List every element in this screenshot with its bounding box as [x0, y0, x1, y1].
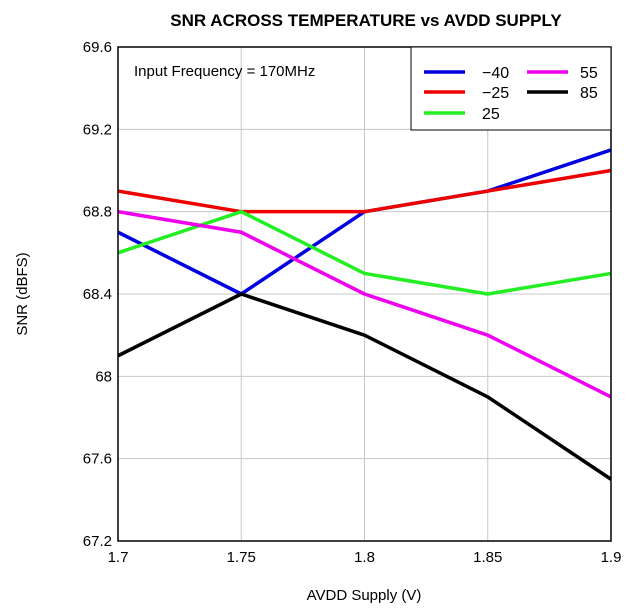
x-tick-label-2: 1.8 [354, 549, 375, 566]
y-tick-label-0: 69.6 [83, 39, 112, 56]
annotation: Input Frequency = 170MHz [134, 63, 315, 80]
x-tick-labels: 1.7 1.75 1.8 1.85 1.9 [108, 549, 622, 566]
y-tick-label-6: 67.2 [83, 533, 112, 550]
x-tick-label-0: 1.7 [108, 549, 129, 566]
y-tick-labels: 69.6 69.2 68.8 68.4 68 67.6 67.2 [83, 39, 112, 550]
series-line-3 [117, 209, 612, 399]
legend-label-1: −25 [482, 85, 509, 102]
y-tick-label-1: 69.2 [83, 121, 112, 138]
legend-box [410, 46, 612, 131]
series-line-4 [117, 292, 612, 481]
legend-label-2: 25 [482, 106, 500, 123]
y-tick-label-4: 68 [95, 368, 112, 385]
legend-label-3: 55 [580, 65, 598, 82]
legend-label-4: 85 [580, 85, 598, 102]
x-tick-label-1: 1.75 [227, 549, 256, 566]
plot-frame [117, 46, 612, 542]
x-axis-title: AVDD Supply (V) [307, 587, 422, 604]
x-tick-label-4: 1.9 [601, 549, 622, 566]
y-tick-label-5: 67.6 [83, 451, 112, 468]
legend: −40 −25 25 55 85 [410, 46, 612, 131]
y-tick-label-2: 68.8 [83, 204, 112, 221]
y-axis-title: SNR (dBFS) [14, 252, 31, 335]
x-tick-label-3: 1.85 [473, 549, 502, 566]
series-lines [117, 148, 612, 481]
y-tick-label-3: 68.4 [83, 286, 112, 303]
chart-title: SNR ACROSS TEMPERATURE vs AVDD SUPPLY [170, 11, 562, 30]
legend-label-0: −40 [482, 65, 509, 82]
series-line-1 [117, 168, 612, 214]
